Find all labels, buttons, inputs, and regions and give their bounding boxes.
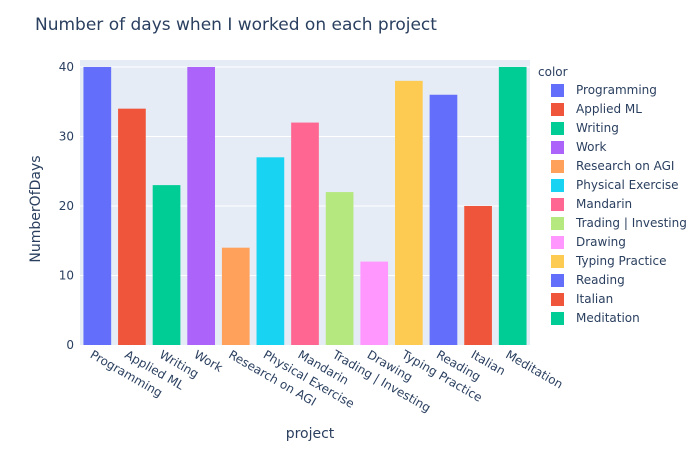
legend-label: Writing	[576, 121, 619, 135]
legend-item[interactable]: Reading	[551, 273, 625, 287]
bar[interactable]	[187, 66, 215, 345]
legend-label: Reading	[576, 273, 625, 287]
y-axis-title: NumberOfDays	[28, 155, 44, 262]
legend: color Programming Applied ML Writing Work Re…	[538, 65, 687, 325]
legend-swatch	[551, 122, 564, 135]
legend-label: Meditation	[576, 311, 640, 325]
legend-label: Trading | Investing	[575, 216, 687, 230]
legend-item[interactable]: Italian	[551, 292, 613, 306]
legend-swatch	[551, 274, 564, 287]
bar[interactable]	[498, 66, 527, 345]
legend-swatch	[551, 141, 564, 154]
y-tick-label: 10	[59, 268, 74, 282]
bar[interactable]	[360, 261, 389, 345]
legend-label: Applied ML	[576, 102, 642, 116]
y-tick-label: 40	[59, 60, 74, 74]
legend-label: Mandarin	[576, 197, 632, 211]
bar[interactable]	[118, 108, 146, 345]
legend-item[interactable]: Applied ML	[551, 102, 642, 116]
bar[interactable]	[325, 192, 354, 345]
legend-swatch	[551, 236, 564, 249]
chart-title: Number of days when I worked on each pro…	[35, 15, 437, 35]
legend-label: Drawing	[576, 235, 626, 249]
legend-title: color	[538, 65, 568, 79]
x-axis-title: project	[286, 426, 335, 442]
legend-item[interactable]: Writing	[551, 121, 619, 135]
bar[interactable]	[395, 80, 423, 345]
legend-swatch	[551, 103, 564, 116]
legend-item[interactable]: Physical Exercise	[551, 178, 679, 192]
legend-item[interactable]: Typing Practice	[551, 254, 666, 268]
legend-item[interactable]: Mandarin	[551, 197, 632, 211]
legend-swatch	[551, 255, 564, 268]
x-tick-label: Meditation	[503, 347, 565, 391]
legend-swatch	[551, 198, 564, 211]
legend-item[interactable]: Work	[551, 140, 606, 154]
legend-swatch	[551, 160, 564, 173]
y-tick-label: 30	[59, 129, 74, 143]
bar[interactable]	[152, 185, 181, 345]
legend-item[interactable]: Meditation	[551, 311, 640, 325]
legend-swatch	[551, 293, 564, 306]
legend-label: Work	[576, 140, 606, 154]
legend-swatch	[551, 312, 564, 325]
bar[interactable]	[83, 66, 112, 345]
legend-swatch	[551, 179, 564, 192]
legend-label: Programming	[576, 83, 657, 97]
legend-label: Typing Practice	[575, 254, 666, 268]
y-axis-ticks: 0 10 20 30 40	[59, 60, 74, 352]
legend-label: Italian	[576, 292, 613, 306]
bar[interactable]	[256, 157, 285, 345]
bar[interactable]	[221, 247, 250, 345]
bars	[83, 66, 527, 345]
legend-label: Research on AGI	[576, 159, 674, 173]
legend-item[interactable]: Research on AGI	[551, 159, 674, 173]
bar[interactable]	[291, 122, 319, 345]
legend-swatch	[551, 217, 564, 230]
legend-swatch	[551, 84, 564, 97]
y-tick-label: 0	[66, 338, 74, 352]
bar[interactable]	[429, 94, 458, 345]
y-tick-label: 20	[59, 199, 74, 213]
legend-label: Physical Exercise	[576, 178, 679, 192]
bar[interactable]	[464, 205, 492, 345]
legend-item[interactable]: Trading | Investing	[551, 216, 687, 230]
legend-item[interactable]: Programming	[551, 83, 657, 97]
legend-item[interactable]: Drawing	[551, 235, 626, 249]
